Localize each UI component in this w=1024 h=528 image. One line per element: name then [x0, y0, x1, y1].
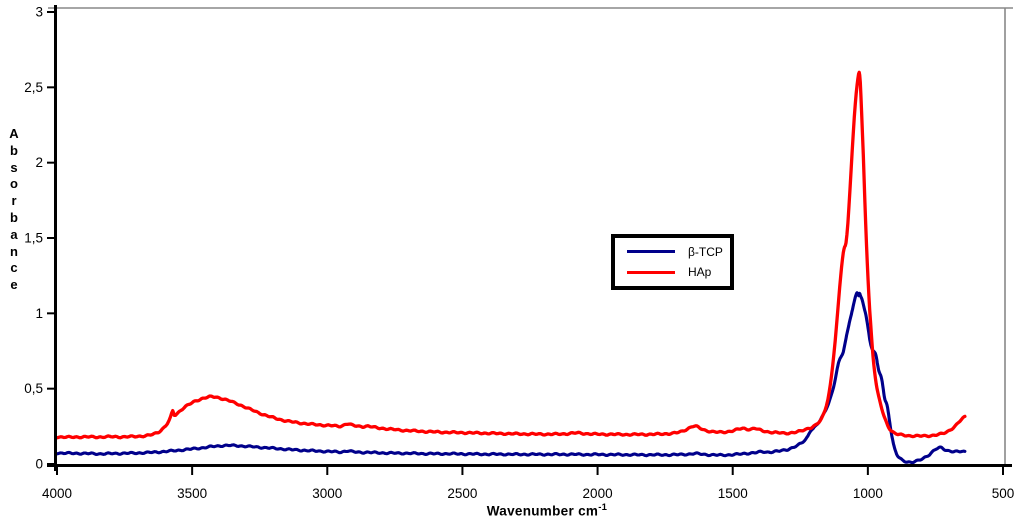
- y-axis-title-letter: s: [10, 159, 18, 175]
- btcp-line-swatch: [627, 250, 675, 254]
- y-axis-title-letter: b: [10, 209, 18, 225]
- x-axis-title: Wavenumber cm-1: [67, 502, 1024, 519]
- x-axis-title-superscript: -1: [598, 502, 608, 513]
- y-axis-title-letter: n: [10, 243, 18, 259]
- y-tick-label: 0,5: [24, 381, 43, 396]
- x-tick-label: 4000: [42, 486, 72, 501]
- y-axis-title-letter: e: [10, 277, 18, 293]
- y-tick-label: 2: [35, 155, 43, 170]
- y-tick-label: 0: [35, 457, 43, 472]
- y-axis-title-letter: c: [10, 260, 18, 276]
- y-tick-label: 1: [35, 306, 43, 321]
- y-axis-title-letter: b: [10, 142, 18, 158]
- x-tick-label: 1000: [853, 486, 883, 501]
- hap-line-swatch: [627, 270, 675, 274]
- series-curve-btcp: [55, 291, 967, 465]
- y-tick-label: 2,5: [24, 80, 43, 95]
- x-tick-label: 500: [992, 486, 1015, 501]
- y-tick-label: 3: [35, 5, 43, 20]
- y-axis-title-letter: r: [11, 193, 17, 209]
- series-curve-hap: [55, 70, 967, 440]
- x-tick-label: 3500: [177, 486, 207, 501]
- x-tick-label: 2500: [447, 486, 477, 501]
- y-axis-title-letter: a: [10, 226, 18, 242]
- x-tick-label: 1500: [718, 486, 748, 501]
- legend: β-TCP HAp: [611, 234, 734, 290]
- legend-label-hap: HAp: [688, 265, 712, 280]
- x-tick-label: 2000: [583, 486, 613, 501]
- y-axis-title-letter: A: [9, 126, 19, 141]
- legend-label-btcp: β-TCP: [688, 244, 723, 259]
- y-tick-label: 1,5: [24, 231, 43, 246]
- y-axis-title-letter: o: [10, 176, 18, 192]
- x-axis-title-text: Wavenumber cm: [486, 503, 599, 519]
- legend-entry-btcp: β-TCP: [627, 245, 730, 259]
- legend-entry-hap: HAp: [627, 265, 730, 279]
- x-tick-label: 3000: [312, 486, 342, 501]
